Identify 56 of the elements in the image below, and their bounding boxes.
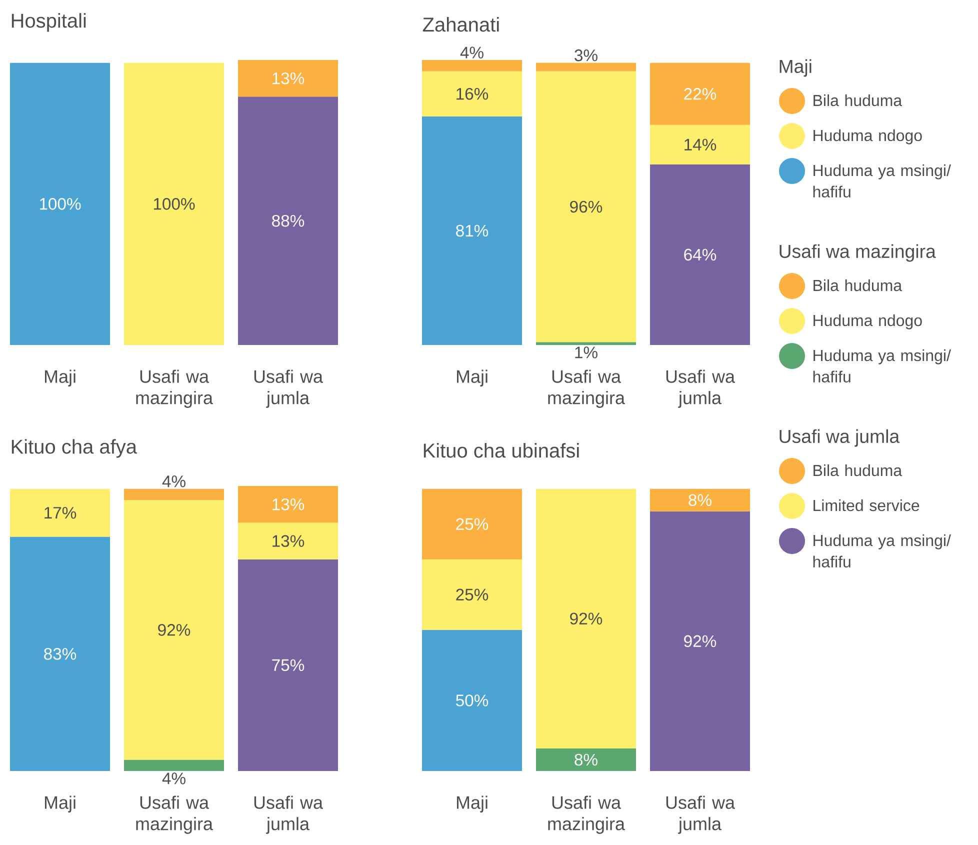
data-label: 8% [574,754,598,766]
legend-label: Huduma ndogo [814,314,922,330]
legend-label: Bila huduma [814,279,902,292]
text: Usafi wa mazingira [780,244,936,262]
data-label: 25% [456,588,488,601]
chart-title: Hospitali [12,13,86,32]
text: Usafi wa jumla [780,429,900,447]
chart-title: Kituo cha afya [12,439,137,458]
x-tick-label: Usafi wa jumla [254,796,324,834]
x-tick-label: Maji [456,796,488,812]
data-label: 13% [272,498,304,510]
data-label: 13% [272,72,304,84]
legend-label: Huduma ya msingi/ hafifu [813,534,951,568]
x-tick-label: Usafi wa jumla [254,370,324,408]
data-label: 100% [154,198,195,210]
legend-label: Bila huduma [814,94,902,106]
data-label: 64% [684,248,716,261]
legend-label: Bila huduma [814,464,902,476]
data-label: 25% [456,518,488,530]
x-tick-label: Usafi wa mazingira [548,370,626,408]
data-label: 14% [684,138,716,150]
text: Maji [780,59,812,77]
data-label: 92% [684,635,716,648]
x-tick-label: Usafi wa mazingira [136,796,214,834]
x-tick-label: Maji [44,796,76,812]
data-label: 75% [272,659,304,672]
data-label: 4% [460,46,484,58]
x-tick-label: Usafi wa mazingira [548,796,626,834]
data-label: 50% [456,694,488,706]
data-label: 16% [456,88,488,100]
legend-label: Limited service [814,499,920,512]
data-label: 88% [272,214,304,227]
data-label: 83% [44,648,76,660]
x-tick-label: Maji [456,370,488,386]
data-label: 1% [575,346,598,358]
data-label: 92% [570,612,602,625]
x-tick-label: Usafi wa mazingira [136,370,214,408]
data-label: 100% [40,198,81,210]
data-label: 92% [158,624,190,636]
data-label: 22% [684,88,716,100]
data-label: 4% [162,476,186,488]
x-tick-label: Maji [44,370,76,386]
x-tick-label: Usafi wa jumla [666,796,736,834]
data-label: 96% [570,200,602,213]
legend-label: Huduma ndogo [814,129,922,144]
legend-label: Huduma ya msingi/ hafifu [813,349,951,382]
data-label: 3% [574,49,598,62]
chart-title: Zahanati [422,17,499,32]
x-tick-label: Usafi wa jumla [666,370,736,408]
data-label: 13% [272,535,304,547]
data-label: 4% [162,772,186,784]
data-label: 17% [44,506,76,519]
data-label: 8% [688,494,712,506]
data-label: 81% [456,224,488,237]
legend-label: Huduma ya msingi/ hafifu [813,164,951,198]
chart-title: Kituo cha ubinafsi [424,443,579,458]
